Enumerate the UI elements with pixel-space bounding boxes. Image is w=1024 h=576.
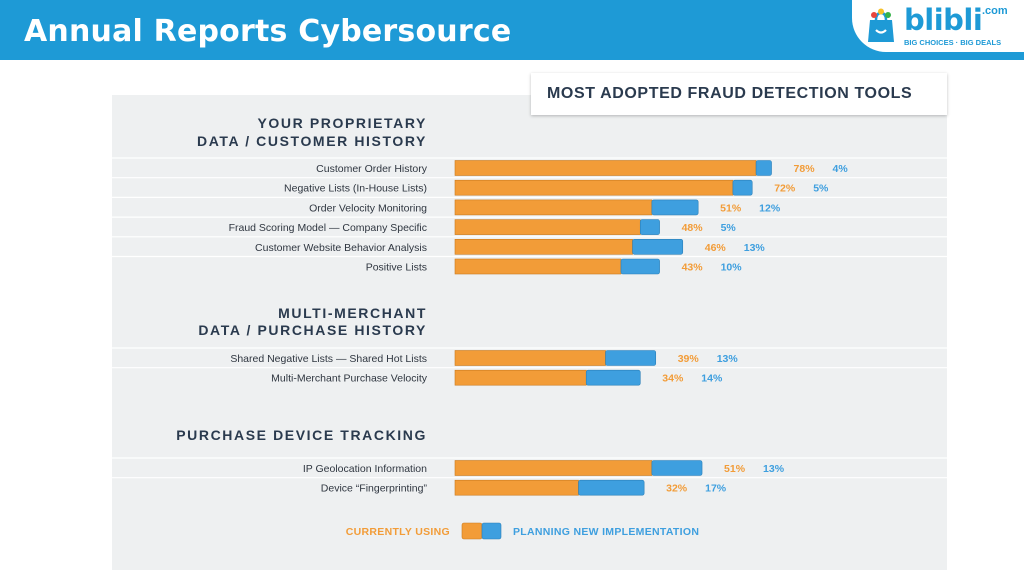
current-value-label: 32% [666, 483, 688, 495]
planned-value-label: 12% [759, 202, 781, 214]
current-value-label: 48% [682, 222, 704, 234]
current-value-label: 51% [724, 463, 746, 475]
legend-planned-label: PLANNING NEW IMPLEMENTATION [513, 526, 699, 538]
logo-wordmark: blibli [904, 3, 983, 37]
current-bar [454, 219, 641, 235]
current-bar [454, 239, 633, 255]
blibli-logo: blibli .com BIG CHOICES · BIG DEALS [852, 0, 1024, 52]
planned-bar [605, 350, 657, 366]
planned-value-label: 5% [721, 222, 737, 234]
planned-value-label: 10% [721, 262, 743, 274]
planned-value-label: 13% [763, 463, 785, 475]
planned-bar [578, 479, 645, 496]
row-label: Fraud Scoring Model — Company Specific [229, 222, 427, 234]
legend-planned-swatch [481, 522, 502, 540]
row-label: IP Geolocation Information [303, 463, 427, 475]
logo-tagline: BIG CHOICES · BIG DEALS [904, 38, 1002, 47]
current-value-label: 46% [705, 242, 727, 254]
current-value-label: 34% [662, 373, 684, 385]
planned-value-label: 17% [705, 483, 727, 495]
chart-title-box: MOST ADOPTED FRAUD DETECTION TOOLS [531, 73, 947, 115]
planned-value-label: 13% [744, 242, 766, 254]
current-bar [454, 369, 587, 386]
current-bar [454, 460, 653, 476]
planned-bar [585, 369, 641, 386]
section-title: DATA / PURCHASE HISTORY [198, 322, 427, 338]
planned-bar [651, 460, 703, 476]
current-bar [454, 479, 579, 496]
planned-bar [755, 160, 772, 176]
logo-suffix: .com [982, 5, 1008, 17]
current-value-label: 39% [678, 353, 700, 365]
planned-bar [632, 239, 684, 255]
row-label: Order Velocity Monitoring [309, 202, 427, 214]
row-label: Customer Order History [316, 163, 428, 175]
row-label: Multi-Merchant Purchase Velocity [271, 373, 428, 385]
current-bar [454, 199, 653, 216]
current-bar [454, 160, 757, 176]
legend-current-swatch [461, 522, 483, 540]
row-label: Customer Website Behavior Analysis [255, 242, 427, 254]
chart-title: MOST ADOPTED FRAUD DETECTION TOOLS [547, 85, 913, 102]
planned-bar [639, 219, 660, 235]
current-value-label: 43% [682, 262, 704, 274]
planned-bar [651, 199, 699, 216]
current-value-label: 78% [794, 163, 816, 175]
current-value-label: 72% [774, 183, 796, 195]
section-title: PURCHASE DEVICE TRACKING [176, 427, 427, 443]
row-label: Positive Lists [366, 262, 427, 274]
current-bar [454, 350, 606, 366]
section-title: MULTI-MERCHANT [278, 305, 427, 321]
shopping-bag-icon [868, 8, 894, 42]
planned-bar [732, 179, 753, 196]
section-title: YOUR PROPRIETARY [257, 115, 427, 131]
planned-value-label: 14% [701, 373, 723, 385]
row-label: Negative Lists (In-House Lists) [284, 183, 427, 195]
slide-title: Annual Reports Cybersource [24, 14, 512, 49]
planned-value-label: 5% [813, 183, 829, 195]
planned-value-label: 4% [833, 163, 849, 175]
planned-bar [620, 258, 660, 275]
current-value-label: 51% [720, 202, 742, 214]
current-bar [454, 179, 734, 196]
legend-current-label: CURRENTLY USING [346, 526, 450, 538]
row-label: Device “Fingerprinting” [321, 483, 428, 495]
section-title: DATA / CUSTOMER HISTORY [197, 133, 427, 149]
current-bar [454, 258, 622, 275]
planned-value-label: 13% [717, 353, 739, 365]
row-label: Shared Negative Lists — Shared Hot Lists [230, 353, 427, 365]
